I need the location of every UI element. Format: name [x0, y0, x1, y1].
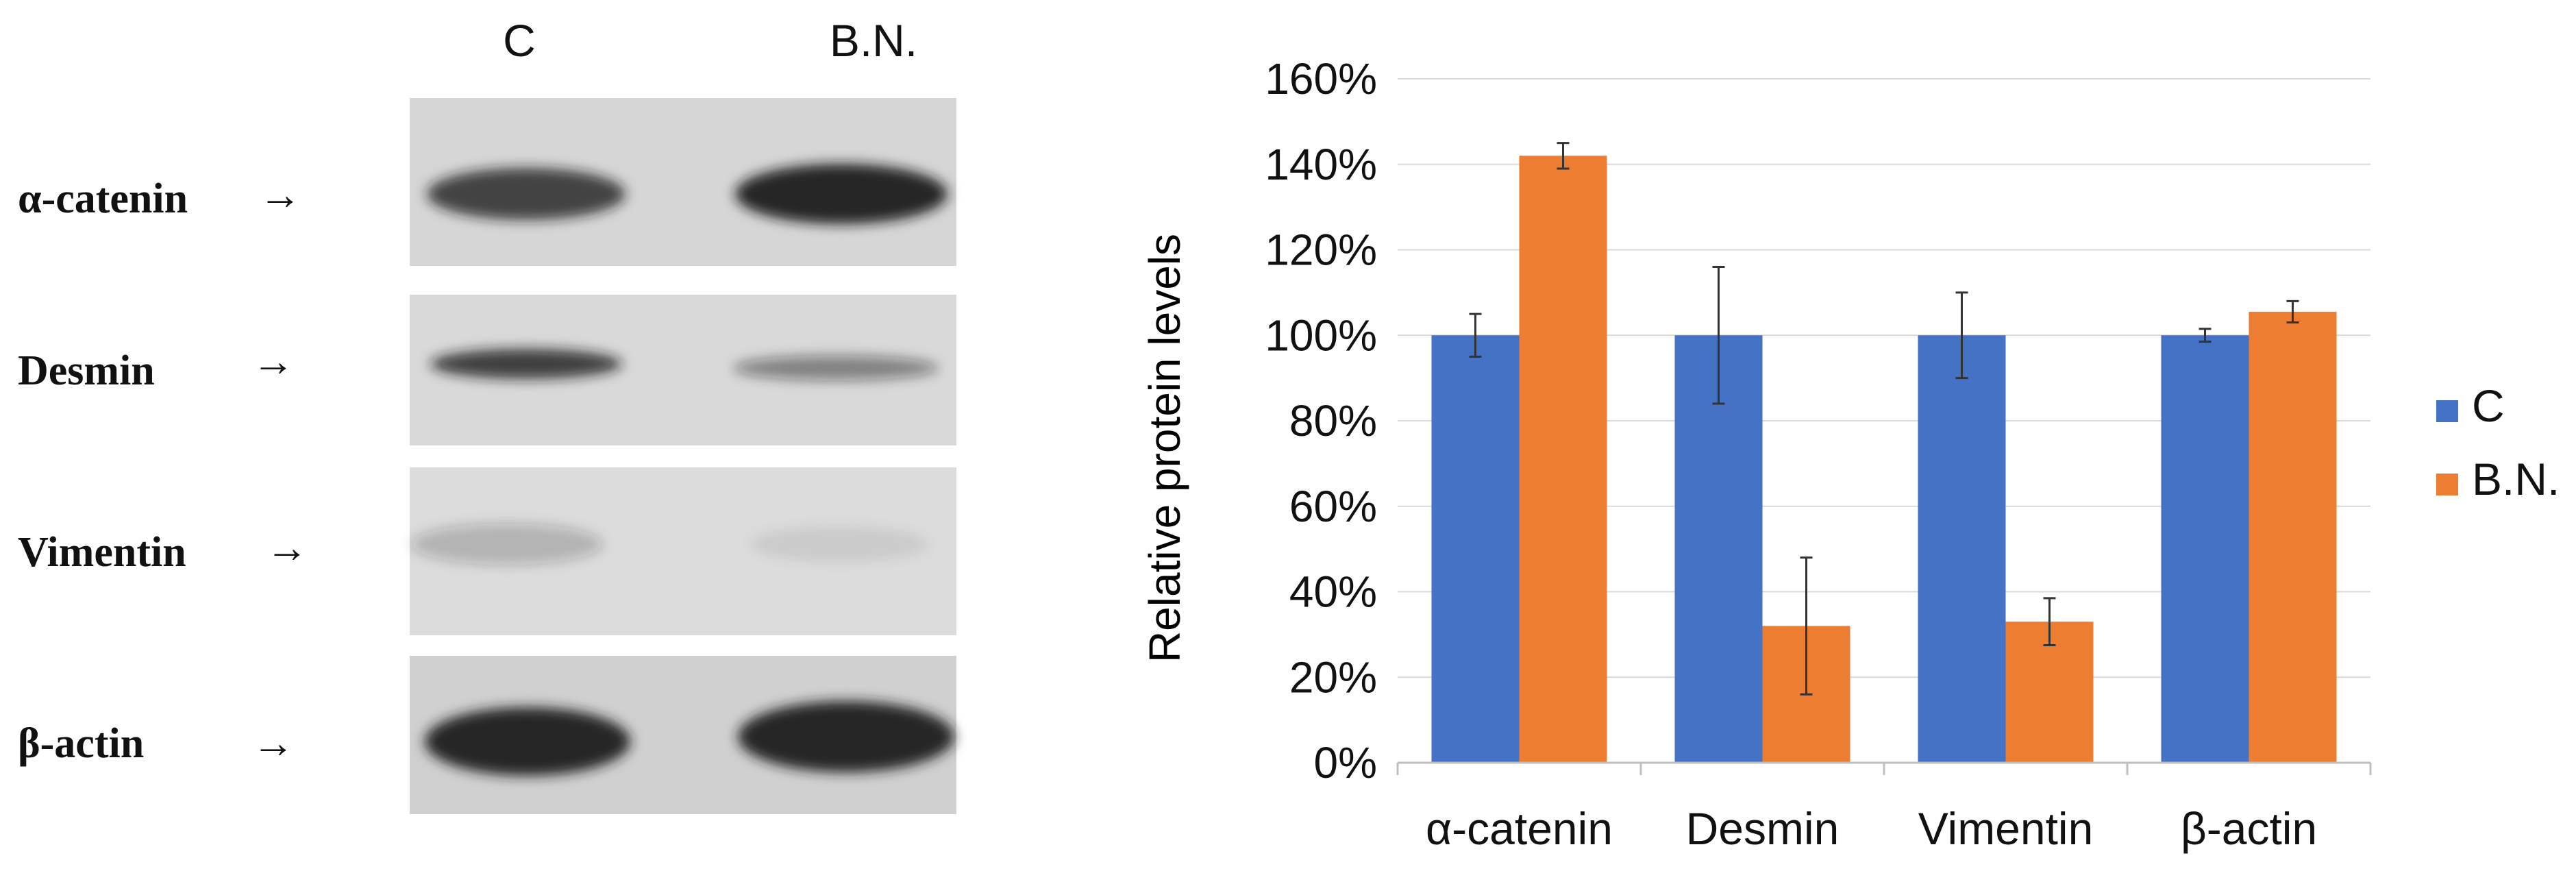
y-tick-label: 20% — [1289, 652, 1377, 702]
bar — [2249, 311, 2337, 763]
arrow-icon: → — [266, 525, 308, 572]
y-tick-label: 60% — [1289, 482, 1377, 531]
y-tick-label: 160% — [1265, 54, 1377, 103]
bar — [2161, 335, 2249, 763]
blot-band — [411, 524, 603, 565]
blot-label-vimentin: Vimentin — [18, 529, 186, 576]
y-tick-label: 140% — [1265, 140, 1377, 189]
western-blot-panel: C B.N. α-catenin Desmin Vimentin β-actin… — [18, 15, 956, 814]
arrow-icon: → — [252, 339, 295, 385]
legend-label: C — [2472, 380, 2505, 431]
arrow-icon: → — [259, 172, 301, 219]
y-tick-label: 80% — [1289, 396, 1377, 445]
blot-band — [425, 707, 630, 776]
bar — [1674, 335, 1763, 763]
blot-band — [430, 349, 622, 379]
blot-label-beta-actin: β-actin — [18, 720, 144, 767]
bar — [1519, 156, 1607, 763]
lane-label-bn: B.N. — [830, 15, 917, 66]
x-tick-label: Desmin — [1686, 803, 1840, 854]
arrow-icon: → — [252, 720, 295, 767]
bar-chart: 0% 20% 40% 60% 80% 100% 120% 140% 160% α-catenin… — [1140, 54, 2560, 854]
legend-label: B.N. — [2472, 454, 2560, 504]
x-tick-label: Vimentin — [1918, 803, 2094, 854]
blot-band — [427, 168, 626, 220]
y-tick-label: 0% — [1314, 738, 1378, 787]
y-tick-label: 40% — [1289, 567, 1377, 617]
blot-band — [750, 526, 928, 562]
x-tick-label: α-catenin — [1426, 803, 1613, 854]
blot-band — [733, 356, 939, 380]
blot-label-alpha-catenin: α-catenin — [18, 175, 188, 222]
legend: C B.N. — [2436, 380, 2560, 504]
error-bars — [1469, 142, 2299, 696]
bar — [1431, 335, 1520, 763]
bar-series — [1431, 156, 2337, 763]
legend-swatch — [2436, 474, 2458, 495]
y-tick-labels: 0% 20% 40% 60% 80% 100% 120% 140% 160% — [1265, 54, 1377, 787]
blot-label-desmin: Desmin — [18, 347, 155, 394]
legend-swatch — [2436, 400, 2458, 422]
x-tick-label: β-actin — [2181, 803, 2317, 854]
y-tick-label: 100% — [1265, 310, 1377, 360]
lane-label-c: C — [503, 15, 536, 66]
bar — [1918, 335, 2006, 763]
x-tick-labels: α-catenin Desmin Vimentin β-actin — [1426, 803, 2317, 854]
x-axis — [1396, 761, 2372, 775]
y-axis-label: Relative protein levels — [1140, 234, 1189, 663]
blot-band — [738, 701, 954, 772]
y-tick-label: 120% — [1265, 225, 1377, 275]
blot-band — [735, 164, 948, 224]
